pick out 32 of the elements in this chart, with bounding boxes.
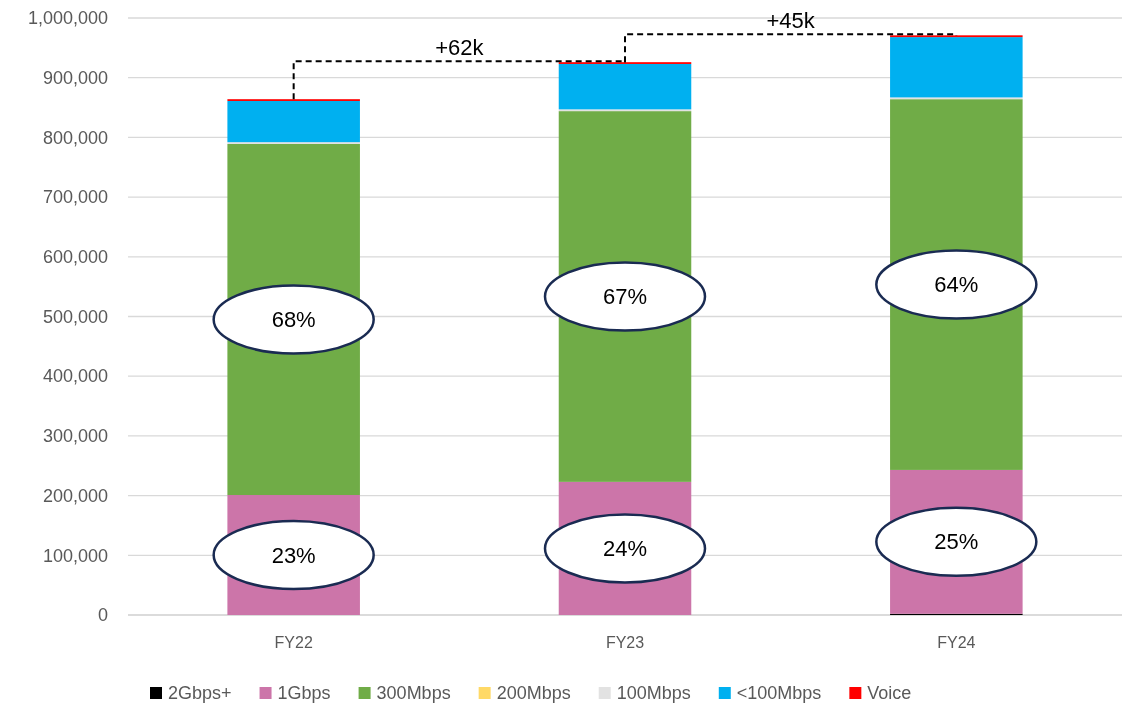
y-tick-label: 700,000 [42, 187, 108, 208]
legend-label: 1Gbps [277, 683, 331, 703]
x-tick-label: FY23 [605, 634, 645, 652]
annotation: 67% [602, 284, 648, 309]
legend-label: 100Mbps [616, 683, 691, 703]
bar [558, 63, 692, 110]
y-tick-label: 1,000,000 [27, 8, 108, 29]
y-tick-label: 500,000 [42, 306, 108, 327]
legend-label: 200Mbps [496, 683, 571, 703]
annotation: +62k [435, 35, 485, 61]
annotation: 68% [271, 306, 316, 332]
annotation: 25% [934, 529, 979, 555]
legend-label: Voice [867, 683, 912, 703]
annotation: 24% [602, 535, 648, 561]
y-tick-label: 400,000 [42, 366, 108, 387]
y-tick-label: 800,000 [42, 127, 108, 148]
y-tick-label: 0 [97, 605, 108, 626]
y-tick-label: 200,000 [42, 485, 108, 506]
legend-label: 2Gbps+ [168, 683, 232, 703]
legend-label: 300Mbps [376, 683, 451, 703]
y-tick-label: 600,000 [42, 247, 108, 268]
x-tick-label: FY22 [274, 634, 313, 652]
bar [227, 100, 360, 143]
annotation: 64% [934, 272, 979, 298]
y-tick-label: 300,000 [42, 426, 108, 447]
y-tick-label: 900,000 [42, 67, 108, 88]
annotation: +45k [766, 8, 816, 34]
bar [890, 37, 1023, 98]
legend-label: <100Mbps [736, 683, 822, 703]
x-tick-label: FY24 [937, 634, 976, 652]
y-tick-label: 100,000 [42, 545, 108, 566]
annotation: 23% [271, 542, 316, 568]
